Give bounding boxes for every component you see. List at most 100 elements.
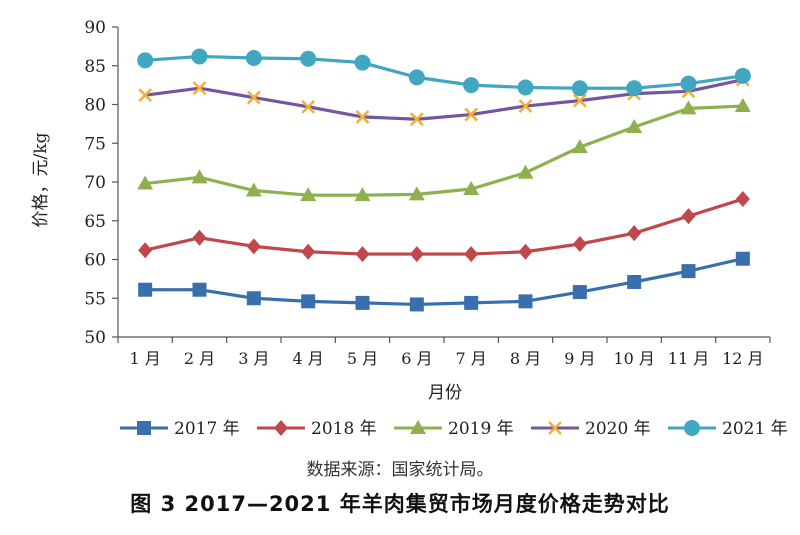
data-point [301, 99, 316, 114]
data-point [464, 107, 479, 122]
legend-label: 2018 年 [311, 419, 377, 439]
line-chart: 价格，元/kg 月份 50 55 60 65 70 75 80 85 90 1 月 2 月 3 月 4 … [31, 18, 788, 439]
x-tick-label: 4 月 [293, 349, 324, 368]
x-tick-label: 6 月 [401, 349, 432, 368]
marker-stroke [572, 93, 587, 108]
legend-label: 2019 年 [448, 419, 514, 439]
series-line [145, 257, 744, 307]
data-point [138, 88, 153, 103]
data-point [192, 229, 207, 246]
data-point [245, 182, 262, 197]
data-point [626, 118, 643, 133]
data-point [627, 225, 642, 242]
data-point [300, 50, 317, 67]
data-point [191, 48, 208, 65]
series-line [144, 104, 743, 197]
data-point [355, 246, 370, 263]
data-point [138, 282, 153, 297]
legend-label: 2021 年 [722, 419, 788, 439]
data-point [408, 186, 425, 201]
data-point [681, 264, 696, 279]
figure-title: 图 3 2017—2021 年羊肉集贸市场月度价格走势对比 [130, 492, 670, 516]
data-point [192, 282, 207, 297]
data-point [245, 50, 262, 66]
data-point [354, 54, 371, 71]
marker-stroke [301, 99, 316, 114]
data-point [517, 164, 534, 179]
series-line [144, 78, 744, 121]
series-line [144, 197, 744, 256]
legend-marker [684, 420, 700, 436]
data-point [246, 291, 261, 306]
data-point [137, 52, 154, 69]
x-tick-label: 3 月 [238, 349, 269, 368]
data-point [354, 187, 371, 202]
data-point [571, 139, 588, 154]
data-point [518, 243, 533, 260]
marker-stroke [355, 109, 370, 124]
data-point [138, 242, 153, 259]
x-tick-label: 11 月 [668, 349, 709, 368]
series-1 [138, 251, 750, 312]
data-point [463, 77, 480, 94]
marker-stroke [138, 88, 153, 103]
legend-item: 2018 年 [257, 419, 377, 439]
data-point [246, 90, 261, 105]
data-point [408, 69, 425, 86]
x-tick-label: 9 月 [564, 349, 595, 368]
legend-item: 2021 年 [668, 419, 788, 439]
data-point [246, 238, 261, 255]
x-tick-label: 5 月 [347, 349, 378, 368]
data-point [734, 67, 751, 84]
data-point [409, 246, 424, 263]
data-point [572, 236, 587, 252]
legend-marker [410, 420, 426, 434]
x-axis-label: 月份 [428, 383, 462, 403]
series-5 [137, 48, 751, 97]
y-axis-label: 价格，元/kg [31, 132, 51, 227]
y-tick-label: 70 [84, 173, 106, 193]
y-tick-label: 50 [84, 328, 106, 348]
data-point [517, 79, 534, 96]
data-point [355, 109, 370, 124]
x-tick-label: 7 月 [456, 349, 487, 368]
marker-stroke [518, 99, 533, 113]
legend-marker [137, 421, 151, 435]
data-point [735, 251, 750, 266]
data-point [680, 75, 697, 92]
marker-stroke [548, 421, 562, 435]
marker-stroke [192, 81, 207, 96]
y-tick-label: 90 [84, 18, 106, 38]
data-point [301, 243, 316, 260]
data-point [735, 191, 750, 208]
x-tick-label: 10 月 [613, 349, 654, 368]
marker-stroke [464, 107, 479, 122]
series-line [145, 54, 744, 90]
legend-marker [548, 421, 562, 435]
y-tick-label: 80 [84, 96, 106, 116]
data-point [626, 80, 643, 97]
data-point [300, 187, 317, 202]
x-tick-label: 12 月 [722, 349, 763, 368]
data-point [192, 81, 207, 96]
data-point [355, 295, 370, 310]
legend-item: 2020 年 [531, 419, 651, 439]
data-point [464, 295, 479, 310]
y-tick-label: 65 [84, 212, 106, 232]
series-4 [138, 72, 750, 127]
legend-item: 2017 年 [120, 419, 240, 439]
data-point [464, 246, 479, 263]
x-tick-label: 1 月 [130, 349, 161, 368]
series-3 [137, 98, 751, 202]
data-point [734, 98, 751, 113]
x-tick-label: 2 月 [184, 349, 215, 368]
legend-label: 2017 年 [174, 419, 240, 439]
data-point [680, 100, 697, 115]
y-tick-label: 85 [84, 57, 106, 77]
legend-marker [274, 420, 288, 436]
data-point [572, 285, 587, 300]
data-point [681, 208, 696, 225]
y-tick-label: 75 [84, 134, 106, 154]
data-point [191, 169, 208, 184]
data-point [571, 80, 588, 97]
